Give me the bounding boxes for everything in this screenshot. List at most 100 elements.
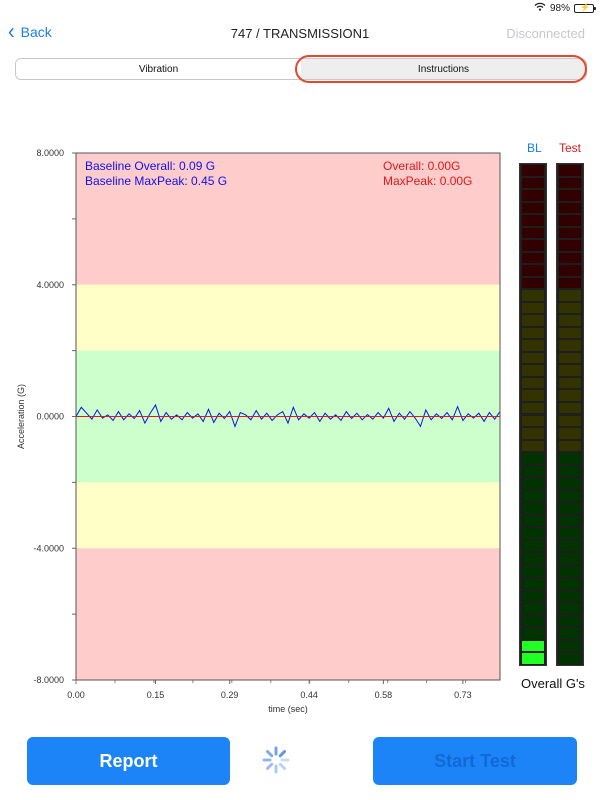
x-tick-label: 0.15 <box>147 690 165 700</box>
start-test-button[interactable]: Start Test <box>373 737 577 785</box>
meter-segment <box>558 552 582 565</box>
meter-segment <box>521 652 545 665</box>
x-axis-label: time (sec) <box>268 704 308 714</box>
meter-segment <box>521 577 545 590</box>
meter-segment <box>558 276 582 290</box>
meter-segment <box>521 289 545 302</box>
meter-segment <box>521 502 545 515</box>
meter-segment <box>558 351 582 365</box>
connection-status: Disconnected <box>506 26 585 41</box>
chart-band-0 <box>76 153 500 285</box>
meter-segment <box>558 214 582 227</box>
battery-percent: 98% <box>549 2 570 14</box>
loading-spinner-icon <box>262 746 290 774</box>
meter-segment <box>521 314 545 327</box>
meter-segment <box>521 251 545 265</box>
meter-segment <box>558 627 582 640</box>
meter-segment <box>521 452 545 465</box>
meter-segment <box>558 289 582 302</box>
meter-segment <box>521 589 545 603</box>
meter-caption: Overall G's <box>521 676 585 691</box>
meter-segment <box>521 339 545 352</box>
wifi-icon <box>534 2 546 14</box>
meter-segment <box>521 627 545 640</box>
meter-segment <box>521 614 545 628</box>
meter-segment <box>558 639 582 653</box>
meter-segment <box>558 314 582 327</box>
meter-segment <box>521 326 545 340</box>
meter-segment <box>558 602 582 615</box>
x-tick-label: 0.58 <box>375 690 393 700</box>
meter-segment <box>558 239 582 252</box>
meter-segment <box>558 226 582 240</box>
annotation-baseline: Baseline Overall: 0.09 G <box>85 159 215 173</box>
meter-segment <box>521 364 545 377</box>
annotation-current: Overall: 0.00G <box>383 159 460 173</box>
meter-segment <box>521 176 545 190</box>
x-tick-label: 0.00 <box>67 690 85 700</box>
meter-segment <box>521 427 545 440</box>
meter-segment <box>521 464 545 478</box>
y-tick-label: 8.0000 <box>36 148 64 158</box>
meter-segment <box>558 339 582 352</box>
meter-segment <box>521 239 545 252</box>
meter-segment <box>558 176 582 190</box>
meter-segment <box>558 614 582 628</box>
chart-band-4 <box>76 548 500 680</box>
meter-segment <box>521 401 545 415</box>
annotation-current: MaxPeak: 0.00G <box>383 174 472 188</box>
meter-segment <box>558 477 582 490</box>
meter-segment <box>558 427 582 440</box>
meter-segment <box>558 452 582 465</box>
meter-segment <box>558 652 582 665</box>
report-button[interactable]: Report <box>27 737 230 785</box>
meter-segment <box>558 527 582 540</box>
chevron-left-icon: ‹ <box>8 19 15 45</box>
meter-segment <box>521 301 545 315</box>
meter-segment <box>521 164 545 177</box>
meter-segment <box>521 639 545 653</box>
meter-segment <box>521 214 545 227</box>
annotation-baseline: Baseline MaxPeak: 0.45 G <box>85 174 227 188</box>
back-button[interactable]: ‹ Back <box>8 19 52 45</box>
y-tick-label: -4.0000 <box>33 543 64 553</box>
meter-segment <box>558 589 582 603</box>
meter-segment <box>558 164 582 177</box>
meter-segment <box>558 464 582 478</box>
meter-segment <box>521 201 545 215</box>
tab-instructions[interactable]: Instructions <box>301 59 586 79</box>
battery-icon: ⚡ <box>574 3 596 13</box>
meter-segment <box>558 264 582 277</box>
meter-segment <box>521 602 545 615</box>
meter-segment <box>558 364 582 377</box>
meter-segment <box>558 514 582 528</box>
meter-segment <box>558 326 582 340</box>
meter-segment <box>558 439 582 453</box>
meter-segment <box>521 489 545 503</box>
tab-vibration[interactable]: Vibration <box>16 59 301 79</box>
status-bar: 98% ⚡ <box>534 0 596 16</box>
y-axis-label: Acceleration (G) <box>16 384 26 449</box>
chart-band-1 <box>76 284 500 351</box>
meter-segment <box>521 439 545 453</box>
meter-segment <box>558 489 582 503</box>
x-tick-label: 0.44 <box>300 690 318 700</box>
meter-segment <box>521 264 545 277</box>
meter-segment <box>521 389 545 402</box>
meter-segment <box>521 351 545 365</box>
meter-label-bl: BL <box>527 141 542 155</box>
meter-segment <box>558 539 582 553</box>
meter-label-test: Test <box>559 141 582 155</box>
back-label: Back <box>20 24 52 40</box>
meter-segment <box>521 414 545 428</box>
meter-segment <box>558 564 582 578</box>
mode-segmented-control: Vibration Instructions <box>15 58 587 80</box>
meter-segment <box>558 301 582 315</box>
y-tick-label: 0.0000 <box>36 412 64 422</box>
meter-segment <box>521 552 545 565</box>
meter-segment <box>558 577 582 590</box>
test-level-meter <box>556 163 584 666</box>
meter-segment <box>558 376 582 390</box>
meter-segment <box>521 226 545 240</box>
y-tick-label: -8.0000 <box>33 675 64 685</box>
